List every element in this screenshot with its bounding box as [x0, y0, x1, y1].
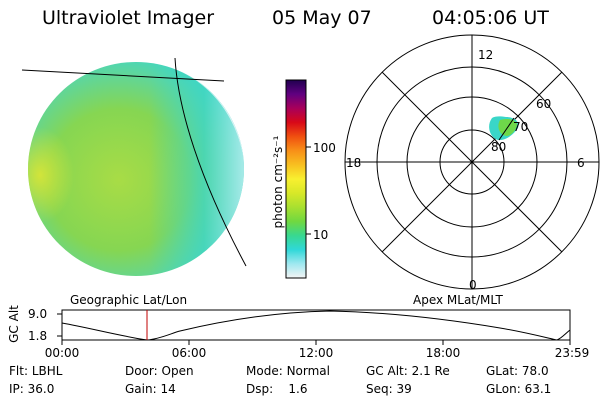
- status-gain: Gain: 14: [125, 383, 176, 395]
- altitude-xtick-label-1200: 12:00: [298, 346, 334, 360]
- altitude-curve: [61, 310, 571, 341]
- colorbar-frame: [285, 79, 307, 279]
- glat-value: 78.0: [521, 364, 549, 378]
- altitude-xtick-label-0000: 00:00: [44, 346, 80, 360]
- status-gcalt: GC Alt: 2.1 Re: [366, 365, 450, 377]
- geo-image: [21, 57, 247, 276]
- colorbar-tick-label-10: 10: [313, 228, 329, 242]
- polar-plot: [344, 34, 600, 290]
- altitude-frame: [61, 309, 571, 341]
- door-label: Door:: [125, 364, 158, 378]
- geo-latitude-line: [21, 69, 225, 82]
- ip-value: 36.0: [27, 382, 55, 396]
- instrument-title: Ultraviolet Imager: [42, 7, 215, 29]
- dsp-label: Dsp:: [246, 382, 274, 396]
- status-ip: IP: 36.0: [9, 383, 54, 395]
- glon-label: GLon:: [486, 382, 521, 396]
- filter-label: Flt:: [9, 364, 28, 378]
- gain-value: 14: [160, 382, 176, 396]
- glon-value: 63.1: [524, 382, 552, 396]
- status-mode: Mode: Normal: [246, 365, 330, 377]
- mode-label: Mode:: [246, 364, 283, 378]
- mlat-label-70: 70: [513, 120, 529, 134]
- altitude-ylabel: GC Alt: [7, 305, 21, 343]
- status-seq: Seq: 39: [366, 383, 412, 395]
- mlat-label-80: 80: [491, 140, 507, 154]
- polar-caption: Apex MLat/MLT: [413, 293, 503, 307]
- status-glon: GLon: 63.1: [486, 383, 551, 395]
- colorbar-tick-label-100: 100: [313, 141, 336, 155]
- seq-label: Seq:: [366, 382, 393, 396]
- mlt-label-0: 0: [469, 278, 477, 292]
- glat-label: GLat:: [486, 364, 519, 378]
- geo-caption: Geographic Lat/Lon: [70, 293, 188, 307]
- status-dsp: Dsp: 1.6: [246, 383, 308, 395]
- colorbar: [285, 79, 311, 279]
- geo-longitude-line: [174, 57, 247, 267]
- mlt-label-6: 6: [577, 156, 585, 170]
- status-door: Door: Open: [125, 365, 194, 377]
- altitude-plot: [57, 309, 571, 345]
- gcalt-value: 2.1 Re: [411, 364, 450, 378]
- gain-label: Gain:: [125, 382, 157, 396]
- colorbar-fill: [286, 80, 306, 278]
- seq-value: 39: [396, 382, 412, 396]
- colorbar-unit-label: photon cm⁻²s⁻¹: [271, 135, 285, 229]
- status-filter: Flt: LBHL: [9, 365, 62, 377]
- altitude-xtick-label-0600: 06:00: [171, 346, 207, 360]
- altitude-xtick-label-1800: 18:00: [425, 346, 461, 360]
- door-value: Open: [161, 364, 194, 378]
- filter-value: LBHL: [31, 364, 63, 378]
- mlat-label-60: 60: [536, 97, 552, 111]
- bright-region: [28, 127, 74, 223]
- altitude-ytick-label-high: 9.0: [28, 307, 48, 321]
- status-glat: GLat: 78.0: [486, 365, 549, 377]
- mlt-label-12: 12: [478, 48, 494, 62]
- auroral-patch-line: [498, 117, 515, 141]
- ip-label: IP:: [9, 382, 24, 396]
- dsp-value: 1.6: [288, 382, 308, 396]
- time-label: 04:05:06 UT: [432, 7, 549, 29]
- date-label: 05 May 07: [272, 7, 372, 29]
- altitude-xtick-label-2359: 23:59: [554, 346, 590, 360]
- gcalt-label: GC Alt:: [366, 364, 408, 378]
- polar-diagonal-2: [381, 71, 563, 253]
- altitude-ytick-label-low: 1.8: [28, 329, 48, 343]
- mlt-label-18: 18: [346, 156, 362, 170]
- mode-value: Normal: [286, 364, 330, 378]
